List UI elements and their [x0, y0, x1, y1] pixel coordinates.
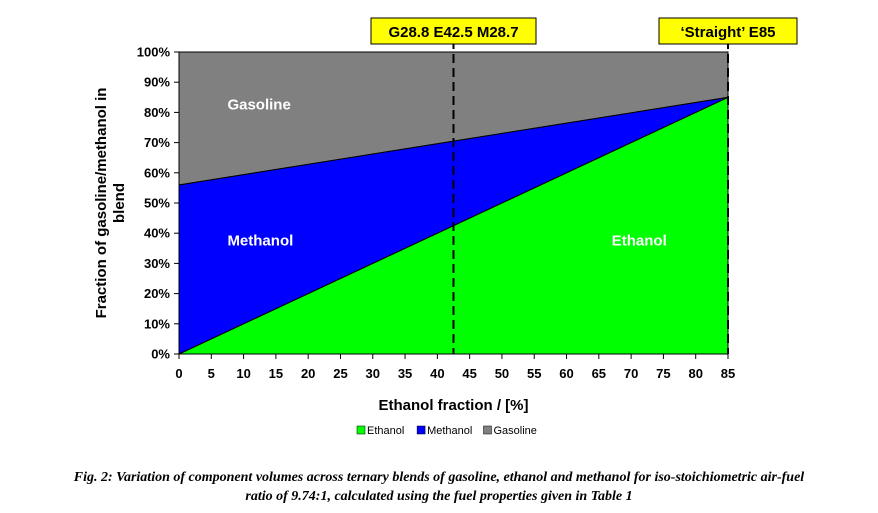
- y-tick-label: 40%: [144, 226, 170, 241]
- annotation-box: [370, 17, 537, 45]
- x-tick-label: 80: [688, 366, 702, 381]
- y-tick-label: 50%: [144, 196, 170, 211]
- x-axis-title: Ethanol fraction / [%]: [379, 397, 529, 414]
- x-tick-label: 10: [236, 366, 250, 381]
- annotations: G28.8 E42.5 M28.7 ‘Straight’ E85: [370, 17, 798, 354]
- y-tick-label: 0%: [151, 347, 170, 362]
- x-tick-label: 5: [208, 366, 215, 381]
- x-tick-label: 0: [175, 366, 182, 381]
- x-axis: 0 5 10 15 20 25 30 35 40 45 50 55 60 65 70 75 80 85: [175, 354, 735, 381]
- y-tick-label: 70%: [144, 135, 170, 150]
- caption-line-1: Fig. 2: Variation of component volumes a…: [73, 470, 805, 485]
- x-tick-label: 30: [366, 366, 380, 381]
- annotation-label: ‘Straight’ E85: [680, 24, 775, 41]
- legend-label-gasoline: Gasoline: [494, 425, 537, 437]
- region-label-methanol: Methanol: [227, 232, 293, 249]
- y-tick-label: 20%: [144, 286, 170, 301]
- y-axis: 0% 10% 20% 30% 40% 50% 60% 70% 80% 90% 100%: [137, 45, 179, 362]
- x-tick-label: 20: [301, 366, 315, 381]
- x-tick-label: 70: [624, 366, 638, 381]
- x-tick-label: 60: [559, 366, 573, 381]
- legend-swatch-methanol: [416, 425, 426, 435]
- annotation-box: [658, 17, 798, 45]
- region-label-ethanol: Ethanol: [612, 232, 667, 249]
- y-tick-label: 80%: [144, 105, 170, 120]
- y-axis-title-line2: blend: [111, 183, 128, 223]
- x-tick-label: 40: [430, 366, 444, 381]
- x-tick-label: 25: [333, 366, 347, 381]
- x-tick-label: 15: [269, 366, 283, 381]
- annotation-label: G28.8 E42.5 M28.7: [388, 24, 518, 41]
- x-tick-label: 65: [592, 366, 606, 381]
- y-tick-label: 90%: [144, 75, 170, 90]
- legend: Ethanol Methanol Gasoline: [356, 425, 537, 437]
- x-tick-label: 75: [656, 366, 670, 381]
- y-tick-label: 100%: [137, 45, 171, 60]
- x-tick-label: 45: [462, 366, 476, 381]
- region-label-gasoline: Gasoline: [227, 96, 290, 113]
- legend-label-methanol: Methanol: [427, 425, 472, 437]
- y-tick-label: 30%: [144, 256, 170, 271]
- legend-swatch-ethanol: [356, 425, 366, 435]
- x-tick-label: 85: [721, 366, 735, 381]
- legend-swatch-gasoline: [483, 425, 492, 435]
- y-axis-title: Fraction of gasoline/methanol in blend: [93, 88, 128, 319]
- x-tick-label: 55: [527, 366, 541, 381]
- y-axis-title-line1: Fraction of gasoline/methanol in: [93, 88, 110, 319]
- y-tick-label: 60%: [144, 165, 170, 180]
- x-tick-label: 35: [398, 366, 412, 381]
- legend-label-ethanol: Ethanol: [367, 425, 404, 437]
- caption-line-2: ratio of 9.74:1, calculated using the fu…: [245, 489, 633, 504]
- y-tick-label: 10%: [144, 316, 170, 331]
- region-labels: Gasoline Methanol Ethanol: [227, 96, 666, 249]
- figure-caption: Fig. 2: Variation of component volumes a…: [0, 468, 878, 506]
- x-tick-label: 50: [495, 366, 509, 381]
